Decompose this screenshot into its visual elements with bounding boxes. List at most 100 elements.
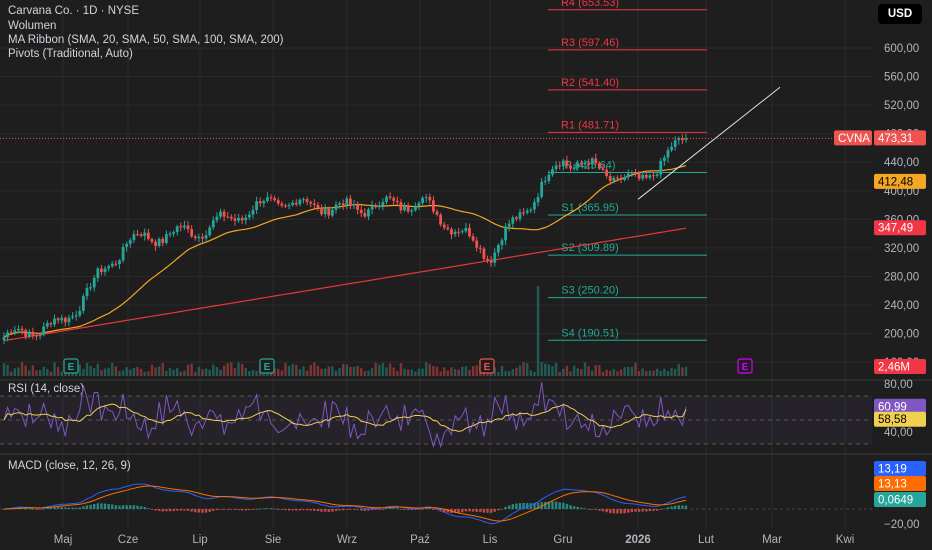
volume-bar [154,367,157,376]
volume-bar [468,369,471,376]
macd-histogram-bar [616,509,619,514]
candle-body [302,199,305,201]
candle-body [666,150,670,158]
candle-body [385,196,388,203]
macd-histogram-bar [374,509,377,510]
macd-histogram-bar [529,503,533,509]
macd-histogram-bar [533,503,536,509]
volume-bar [345,364,349,376]
candle-body [536,196,540,203]
macd-histogram-bar [168,509,172,512]
macd-histogram-bar [630,509,634,513]
study-ma-ribbon[interactable]: MA Ribbon (SMA, 20, SMA, 50, SMA, 100, S… [8,34,284,46]
candlesticks[interactable] [0,133,872,344]
macd-histogram-bar [583,508,587,510]
volume-bar [634,362,637,376]
macd-histogram-bar [410,509,413,511]
candle-body [327,208,331,216]
macd-histogram-bar [208,509,211,512]
macd-histogram-bar [194,509,197,513]
volume-bar [526,363,529,376]
candle-body [518,212,522,219]
volume-bar [471,366,475,376]
candle-body [381,202,385,206]
macd-histogram-bar [370,509,374,511]
macd-histogram-bar [222,509,226,510]
macd-histogram-bar [565,503,569,509]
volume-bar [630,366,634,376]
candle-body [482,248,486,259]
volume-bar [580,369,583,376]
macd-histogram-bar [284,509,287,511]
earnings-marker [737,358,753,374]
macd-histogram-bar [590,509,594,510]
volume-bar [298,369,302,376]
volume-bar [103,368,107,376]
macd-histogram-bar [666,507,670,509]
candle-body [294,202,298,205]
candle-body [594,158,598,164]
candle-body [684,138,688,141]
macd-histogram-bar [475,509,478,512]
volume-bar [284,362,287,376]
volume-bar [594,365,597,376]
macd-histogram-bar [60,507,63,509]
candle-body [269,197,273,199]
candle-body [439,214,443,225]
volume-bar [273,368,276,376]
currency-button[interactable]: USD [878,4,922,24]
candle-body [522,212,526,214]
macd-histogram-bar [536,502,540,509]
volume-bar [20,362,24,376]
candle-body [403,206,406,211]
volume-bars [2,286,688,376]
macd-histogram-bar [305,509,309,511]
study-volume[interactable]: Wolumen [8,20,57,32]
macd-histogram-bar [82,506,85,509]
macd-histogram-bar [551,501,554,509]
volume-bar [627,366,630,376]
macd-histogram-bar [338,509,341,511]
volume-bar [2,363,6,376]
candle-body [2,337,6,341]
price-tick-label: 200,00 [884,329,919,341]
volume-bar [417,368,421,376]
macd-histogram-bar [215,509,219,511]
volume-badge-text: 2,46M [878,362,910,374]
time-axis: Maj Cze Lip Sie Wrz Paź Lis Gru 2026 Lut Mar Kwi [54,534,855,546]
pivot-label: R4 (653.53) [561,0,619,9]
volume-bar [323,368,327,376]
time-tick-label: Lut [698,534,715,546]
volume-bar [125,367,128,376]
volume-bar [406,369,410,376]
candle-body [85,287,89,297]
macd-histogram-bar [544,501,547,509]
macd-histogram-bar [623,509,626,514]
candle-body [114,263,118,265]
pivot-label: S4 (190.51) [561,327,618,339]
volume-bar [446,370,450,376]
macd-histogram-bar [345,509,349,510]
volume-bar [540,362,543,376]
chart-title[interactable]: Carvana Co. · 1D · NYSE [8,5,140,17]
candle-body [406,206,410,212]
macd-histogram-bar [143,506,146,509]
volume-bar [341,363,345,376]
candle-body [53,318,56,325]
candle-body [623,176,627,180]
candle-body [565,160,569,166]
candle-body [276,200,280,204]
macd-histogram-bar [598,509,601,511]
macd-histogram-bar [251,509,255,510]
candle-body [179,226,183,228]
macd-histogram-bar [277,509,280,510]
macd-histogram-bar [302,509,305,511]
volume-bar [255,370,258,376]
volume-bar [428,363,431,376]
volume-bar [24,365,27,376]
macd-histogram-bar [605,509,608,513]
study-pivots[interactable]: Pivots (Traditional, Auto) [8,48,133,60]
candle-body [92,277,96,288]
volume-bar [212,364,215,376]
